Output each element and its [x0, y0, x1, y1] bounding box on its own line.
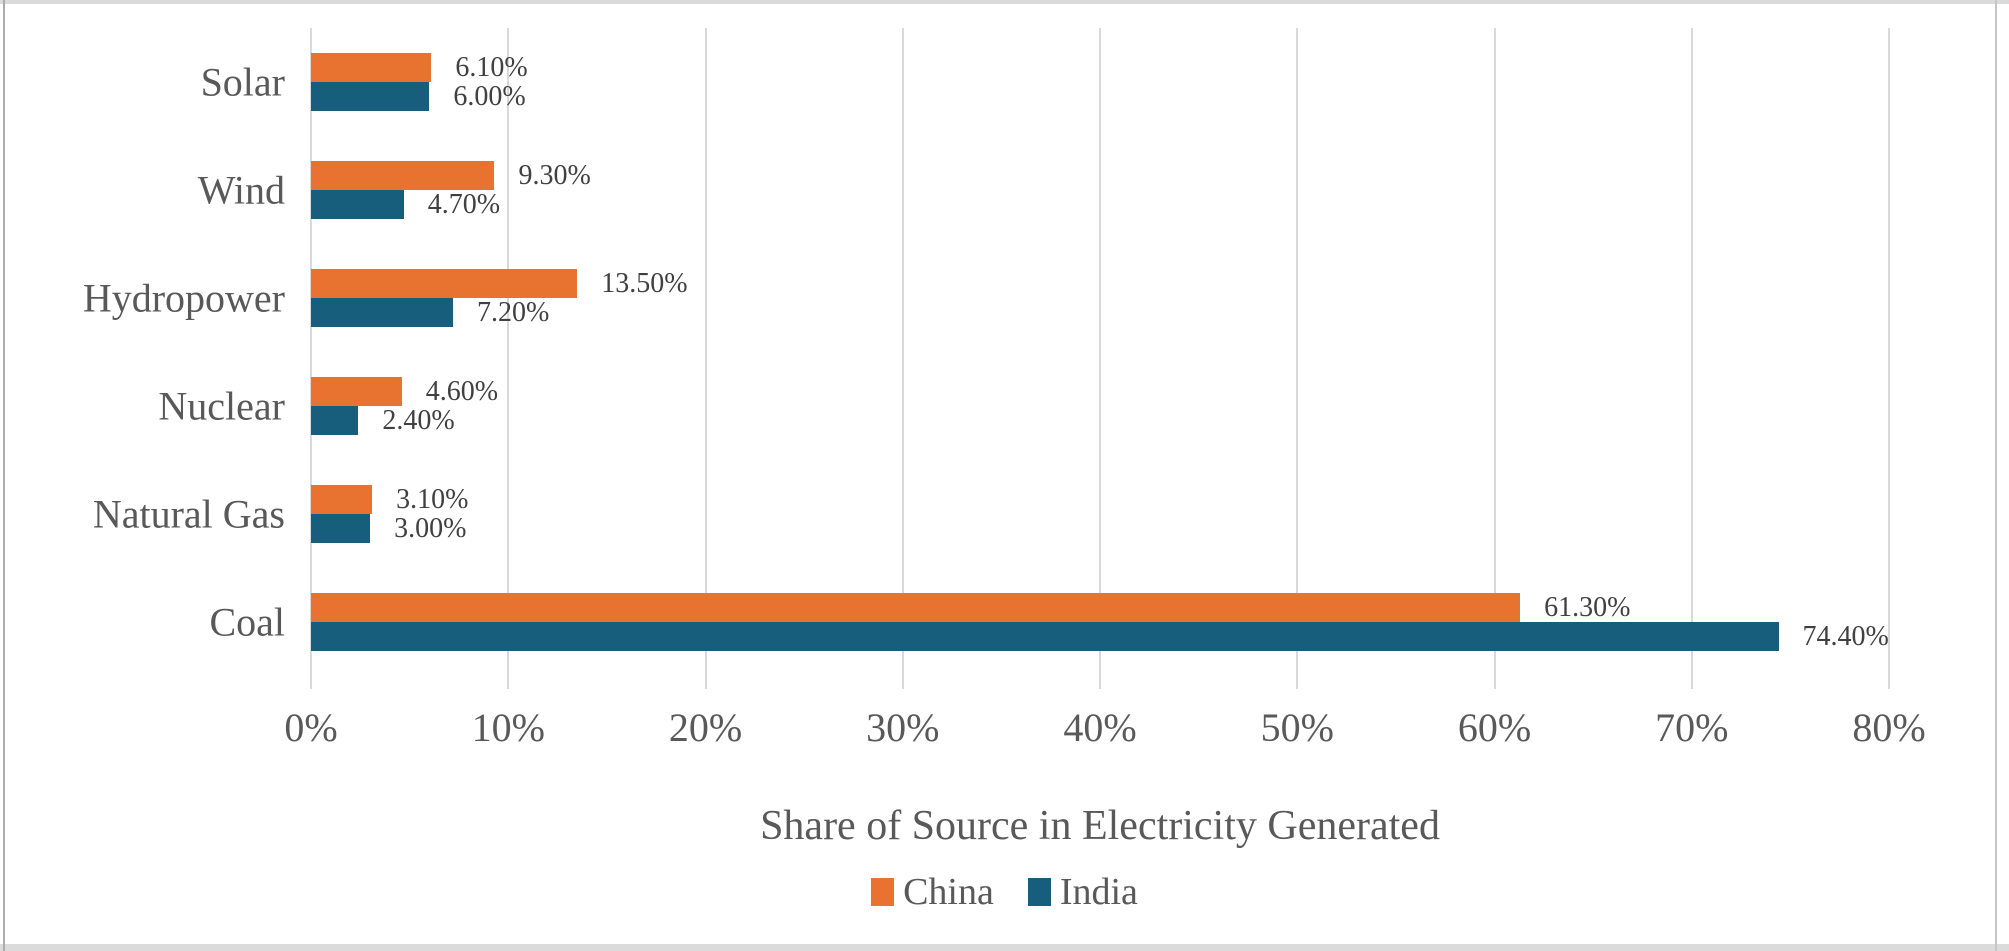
- bar-line: 4.70%: [311, 188, 1889, 220]
- bar-india-natural-gas: [311, 514, 371, 543]
- data-label-india-wind: 4.70%: [427, 188, 501, 220]
- category-row-natural-gas: Natural Gas 3.10% 3.00%: [93, 460, 1889, 568]
- category-row-wind: Wind 9.30% 4.70%: [198, 136, 1889, 244]
- tick-mark-0%: [310, 676, 312, 689]
- legend-swatch-china: [871, 878, 895, 906]
- bar-india-solar: [311, 82, 430, 111]
- bar-line: 7.20%: [311, 296, 1889, 328]
- category-label: Solar: [200, 59, 285, 105]
- data-label-china-nuclear: 4.60%: [425, 375, 499, 407]
- plot-area: Solar 6.10% 6.00% Wind 9.30% 4.70% Hydropower 1…: [83, 28, 1890, 689]
- x-tick-label-10%: 10%: [471, 705, 545, 750]
- data-label-china-wind: 9.30%: [518, 159, 591, 191]
- gridline-20%: [704, 28, 707, 676]
- x-axis-title: Share of Source in Electricity Generated: [760, 803, 1440, 849]
- tick-mark-70%: [1690, 676, 1693, 689]
- bar-line: 9.30%: [311, 159, 1889, 191]
- bar-line: 74.40%: [311, 620, 1889, 652]
- bar-rows: Solar 6.10% 6.00% Wind 9.30% 4.70% Hydropower 1…: [83, 28, 1889, 676]
- window-border-bottom: [0, 944, 2009, 951]
- x-tick-label-80%: 80%: [1852, 705, 1926, 750]
- bar-china-wind: [311, 161, 495, 190]
- tick-mark-30%: [901, 676, 904, 689]
- category-row-coal: Coal 61.30% 74.40%: [209, 568, 1889, 676]
- bar-china-natural-gas: [311, 485, 373, 514]
- window-border-right: [1995, 0, 1997, 951]
- gridline-40%: [1099, 28, 1101, 676]
- category-label: Coal: [209, 599, 285, 645]
- x-tick-label-0%: 0%: [284, 705, 338, 750]
- data-label-india-coal: 74.40%: [1802, 620, 1889, 652]
- category-row-solar: Solar 6.10% 6.00%: [201, 28, 1889, 136]
- bar-line: 4.60%: [311, 375, 1889, 407]
- data-label-china-coal: 61.30%: [1544, 591, 1631, 623]
- data-label-china-natural-gas: 3.10%: [396, 483, 469, 515]
- bar-line: 13.50%: [311, 267, 1889, 299]
- bar-india-hydropower: [311, 298, 454, 327]
- category-label: Natural Gas: [92, 491, 285, 537]
- data-label-china-solar: 6.10%: [455, 51, 528, 83]
- bar-line: 6.10%: [311, 51, 1889, 83]
- bar-line: 6.00%: [311, 80, 1889, 112]
- legend-item-india: India: [1027, 870, 1138, 914]
- window-border-top: [0, 0, 2009, 4]
- gridline-70%: [1690, 28, 1693, 676]
- bar-line: 61.30%: [311, 591, 1889, 623]
- legend-label: India: [1059, 871, 1138, 913]
- gridline-80%: [1888, 28, 1890, 676]
- bar-china-solar: [311, 53, 432, 82]
- data-label-india-nuclear: 2.40%: [382, 404, 455, 436]
- tick-mark-20%: [704, 676, 707, 689]
- category-label: Wind: [197, 167, 285, 213]
- bar-india-coal: [311, 622, 1779, 651]
- gridline-30%: [901, 28, 904, 676]
- category-label: Nuclear: [158, 383, 285, 429]
- category-label: Hydropower: [82, 275, 285, 321]
- x-axis-tick-labels: 0% 10% 20% 30% 40% 50% 60% 70% 80%: [284, 704, 1925, 754]
- bar-china-coal: [311, 593, 1521, 622]
- x-tick-label-70%: 70%: [1655, 705, 1729, 750]
- x-tick-label-60%: 60%: [1457, 705, 1532, 750]
- legend: China India: [0, 866, 2009, 918]
- gridline-60%: [1493, 28, 1496, 676]
- tick-mark-10%: [507, 676, 510, 689]
- data-label-india-solar: 6.00%: [453, 80, 526, 112]
- bar-china-nuclear: [311, 377, 402, 406]
- data-label-india-natural-gas: 3.00%: [394, 512, 467, 544]
- data-label-india-hydropower: 7.20%: [477, 296, 550, 328]
- data-label-china-hydropower: 13.50%: [601, 267, 688, 299]
- gridline-50%: [1296, 28, 1299, 676]
- window-border-left: [3, 0, 5, 951]
- bar-line: 2.40%: [311, 404, 1889, 436]
- legend-item-china: China: [871, 870, 994, 914]
- x-tick-label-50%: 50%: [1260, 705, 1334, 750]
- tick-mark-60%: [1493, 676, 1496, 689]
- x-tick-label-30%: 30%: [866, 705, 940, 750]
- x-tick-label-20%: 20%: [668, 705, 743, 750]
- bar-china-hydropower: [311, 269, 578, 298]
- bar-india-wind: [311, 190, 404, 219]
- category-row-hydropower: Hydropower 13.50% 7.20%: [83, 244, 1889, 352]
- bar-line: 3.10%: [311, 483, 1889, 515]
- tick-mark-40%: [1099, 676, 1101, 689]
- bar-line: 3.00%: [311, 512, 1889, 544]
- x-tick-label-40%: 40%: [1063, 705, 1137, 750]
- category-row-nuclear: Nuclear 4.60% 2.40%: [158, 352, 1889, 460]
- bar-india-nuclear: [311, 406, 359, 435]
- legend-swatch-india: [1027, 878, 1051, 906]
- gridline-10%: [507, 28, 510, 676]
- tick-mark-80%: [1888, 676, 1890, 689]
- gridline-0%: [310, 28, 312, 676]
- legend-label: China: [903, 871, 994, 913]
- tick-mark-50%: [1296, 676, 1299, 689]
